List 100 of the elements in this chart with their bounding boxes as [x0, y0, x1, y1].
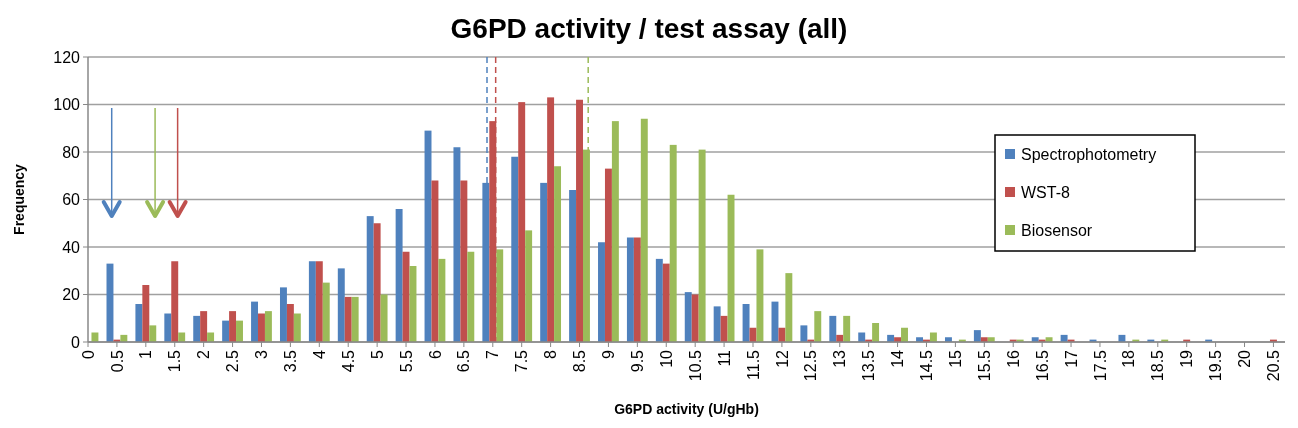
bar: [901, 327, 908, 342]
bar: [518, 102, 526, 342]
x-tick-label: 8: [542, 349, 560, 359]
bar: [778, 327, 786, 342]
x-tick-label: 13: [831, 349, 849, 368]
bar: [467, 251, 475, 342]
y-axis-title: Frequency: [11, 163, 27, 235]
bar: [872, 323, 880, 342]
bar: [655, 258, 663, 342]
x-tick-label: 14.5: [918, 349, 936, 382]
bar: [684, 292, 692, 342]
bar: [576, 99, 583, 342]
bar: [698, 149, 706, 342]
bar: [756, 249, 764, 342]
y-tick-label: 80: [62, 143, 81, 161]
x-tick-label: 0.5: [108, 349, 126, 373]
y-tick-label: 120: [53, 48, 81, 66]
x-tick-label: 9.5: [628, 349, 646, 373]
bar: [395, 209, 403, 342]
bar: [814, 311, 822, 342]
bar: [258, 313, 265, 342]
bar: [720, 315, 728, 342]
bar: [540, 182, 548, 342]
x-tick-label: 14: [889, 349, 907, 368]
bar: [293, 313, 301, 342]
x-tick-label: 6: [426, 349, 444, 359]
bar: [640, 118, 648, 342]
bar: [193, 315, 201, 342]
x-tick-label: 12: [773, 349, 791, 368]
bar: [785, 273, 793, 342]
bar: [496, 249, 504, 342]
bar: [633, 237, 641, 342]
x-tick-label: 5: [368, 349, 386, 359]
x-tick-label: 4.5: [339, 349, 357, 373]
x-tick-label: 1: [137, 349, 155, 359]
bar: [337, 268, 345, 342]
chart-title: G6PD activity / test assay (all): [450, 13, 848, 44]
legend-label: WST-8: [1021, 183, 1070, 201]
x-tick-label: 9: [600, 349, 618, 359]
x-tick-label: 16.5: [1033, 349, 1051, 382]
bar: [322, 282, 330, 342]
y-tick-label: 20: [62, 286, 81, 304]
y-tick-label: 40: [62, 238, 81, 256]
bar: [229, 311, 237, 342]
legend-label: Biosensor: [1021, 221, 1093, 239]
x-tick-label: 3: [253, 349, 271, 359]
bar: [511, 156, 519, 342]
x-tick-label: 3.5: [281, 349, 299, 373]
y-tick-label: 60: [62, 191, 81, 209]
bar: [662, 263, 670, 342]
bar: [973, 330, 981, 342]
bar: [308, 261, 316, 342]
x-tick-label: 18.5: [1149, 349, 1167, 382]
bar: [373, 223, 381, 342]
x-tick-label: 15.5: [975, 349, 993, 382]
bar: [742, 304, 750, 342]
bar: [438, 258, 446, 342]
bar: [251, 301, 259, 342]
x-tick-label: 20: [1236, 349, 1254, 368]
bar: [279, 287, 287, 342]
bar: [547, 97, 555, 342]
bar: [366, 216, 374, 342]
bar: [431, 180, 439, 342]
bar: [453, 147, 461, 342]
bar: [142, 285, 150, 342]
bar: [315, 261, 323, 342]
bar: [525, 230, 533, 342]
bar: [164, 313, 172, 342]
bar: [149, 325, 157, 342]
x-tick-label: 5.5: [397, 349, 415, 373]
bar: [171, 261, 179, 342]
x-axis-title: G6PD activity (U/gHb): [614, 401, 759, 417]
x-tick-label: 10.5: [686, 349, 704, 382]
bar: [604, 168, 612, 342]
bar: [669, 144, 677, 342]
x-tick-label: 17.5: [1091, 349, 1109, 382]
x-tick-label: 1.5: [166, 349, 184, 373]
bar: [460, 180, 468, 342]
x-tick-label: 19: [1178, 349, 1196, 368]
x-tick-label: 18: [1120, 349, 1138, 368]
bar: [200, 311, 208, 342]
bar: [222, 320, 230, 342]
x-tick-label: 19.5: [1207, 349, 1225, 382]
x-tick-label: 4: [310, 349, 328, 359]
bar: [135, 304, 143, 342]
x-tick-label: 7: [484, 349, 502, 359]
bar: [829, 315, 837, 342]
x-tick-label: 2: [195, 349, 213, 359]
bar: [402, 251, 410, 342]
bar: [380, 294, 388, 342]
bar: [286, 304, 294, 342]
x-tick-label: 7.5: [513, 349, 531, 373]
bar: [713, 306, 721, 342]
bar: [800, 325, 808, 342]
bar: [236, 320, 243, 342]
bar: [843, 315, 851, 342]
x-tick-label: 6.5: [455, 349, 473, 373]
x-tick-label: 16: [1004, 349, 1022, 368]
x-tick-label: 0: [79, 349, 97, 359]
x-tick-label: 11.5: [744, 349, 762, 380]
